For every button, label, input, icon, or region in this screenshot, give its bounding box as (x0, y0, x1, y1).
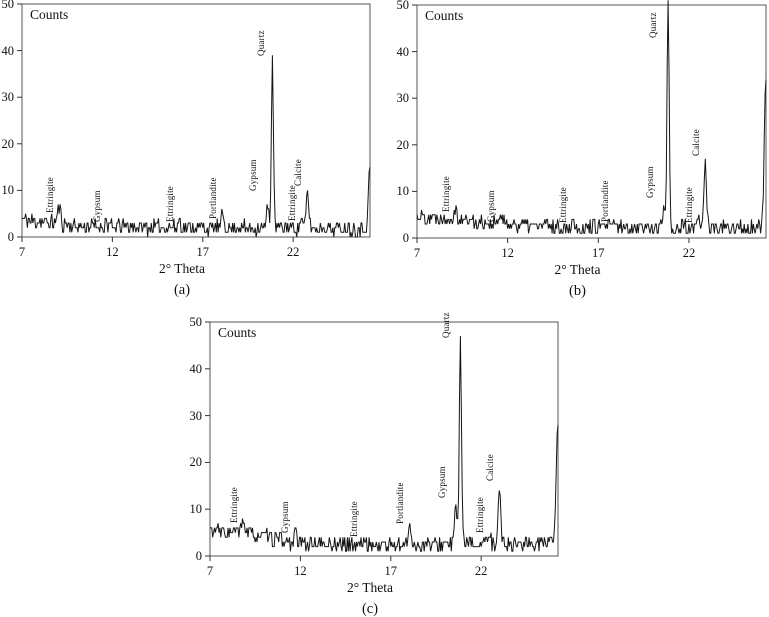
plot-svg-c (205, 321, 559, 561)
y-tick-label: 30 (1, 90, 15, 105)
chart-caption: (a) (173, 282, 191, 298)
y-tick-label: 10 (396, 184, 410, 199)
x-tick-label: 22 (286, 245, 300, 259)
y-tick-label: 50 (1, 0, 15, 11)
peak-label-quartz: Quartz (441, 312, 452, 339)
peak-label-calcite: Calcite (484, 454, 495, 482)
y-tick-label: 30 (396, 91, 410, 106)
x-tick-label: 12 (106, 245, 119, 259)
peak-label-gypsum: Gypsum (247, 159, 258, 192)
x-tick-label: 12 (294, 564, 307, 578)
y-tick-label: 50 (189, 315, 203, 329)
plot-frame (21, 3, 371, 238)
peak-label-portlandite: Portlandite (208, 177, 219, 220)
peak-label-calcite: Calcite (293, 158, 304, 186)
y-tick-label: 10 (189, 502, 203, 517)
peak-label-ettringite: Ettringite (474, 496, 485, 533)
x-tick-label: 22 (682, 246, 696, 260)
chart-caption: (b) (569, 283, 586, 299)
x-tick-label: 17 (196, 245, 210, 259)
diffractogram-trace-a (22, 55, 371, 238)
x-tick-label: 7 (206, 564, 214, 578)
peak-label-ettringite: Ettringite (164, 186, 175, 223)
y-tick-label: 0 (7, 230, 14, 244)
peak-label-gypsum: Gypsum (485, 189, 496, 222)
peak-label-quartz: Quartz (256, 30, 267, 57)
plot-svg-a (17, 3, 371, 242)
y-tick-label: 40 (396, 44, 410, 59)
y-tick-label: 50 (396, 0, 410, 12)
peak-label-ettringite: Ettringite (44, 176, 55, 213)
x-axis-title: 2° Theta (158, 261, 205, 276)
y-tick-label: 20 (1, 136, 15, 151)
diffractogram-trace-c (210, 335, 559, 552)
y-tick-label: 0 (195, 549, 202, 563)
y-tick-label: 20 (189, 455, 203, 470)
peak-label-ettringite: Ettringite (228, 487, 239, 524)
peak-label-calcite: Calcite (690, 129, 701, 157)
x-axis-title: 2° Theta (554, 262, 601, 277)
peak-label-gypsum: Gypsum (436, 465, 447, 498)
peak-label-ettringite: Ettringite (286, 185, 297, 222)
xrd-chart-b: 0 10 20 30 40 50 7 12 17 22 Counts 2° Theta (b) Ettri… (395, 0, 769, 300)
y-tick-label: 30 (189, 408, 203, 423)
counts-label: Counts (218, 325, 257, 340)
y-tick-label: 0 (402, 231, 409, 245)
peak-label-ettringite: Ettringite (349, 501, 360, 538)
chart-caption: (c) (361, 601, 379, 617)
plot-frame (416, 4, 767, 239)
x-tick-label: 12 (501, 246, 514, 260)
xrd-chart-a: 0 10 20 30 40 50 7 12 17 22 Counts 2° Theta (a) Ettri… (0, 0, 392, 300)
x-axis-title: 2° Theta (346, 580, 393, 595)
peak-label-portlandite: Portlandite (395, 482, 406, 525)
x-tick-label: 22 (474, 564, 488, 578)
peak-label-gypsum: Gypsum (645, 166, 656, 198)
peak-label-gypsum: Gypsum (280, 500, 291, 533)
counts-label: Counts (30, 7, 69, 22)
peak-label-ettringite: Ettringite (558, 187, 569, 224)
counts-label: Counts (425, 8, 464, 23)
plot-svg-b (412, 0, 767, 243)
y-tick-label: 40 (189, 361, 203, 376)
peak-label-ettringite: Ettringite (440, 175, 451, 212)
x-tick-label: 7 (18, 245, 26, 259)
peak-label-portlandite: Portlandite (600, 179, 611, 222)
y-tick-label: 10 (1, 183, 15, 198)
x-tick-label: 7 (413, 246, 421, 260)
diffractogram-trace-b (416, 0, 767, 234)
peak-label-ettringite: Ettringite (683, 187, 694, 224)
x-tick-label: 17 (384, 564, 398, 578)
peak-label-gypsum: Gypsum (91, 190, 102, 223)
xrd-chart-c: 0 10 20 30 40 50 7 12 17 22 Counts 2° Theta (c) Ettri… (188, 312, 580, 617)
peak-label-quartz: Quartz (648, 11, 659, 38)
plot-frame (209, 321, 559, 557)
y-tick-label: 40 (1, 43, 15, 58)
x-tick-label: 17 (592, 246, 605, 260)
y-tick-label: 20 (396, 137, 410, 152)
